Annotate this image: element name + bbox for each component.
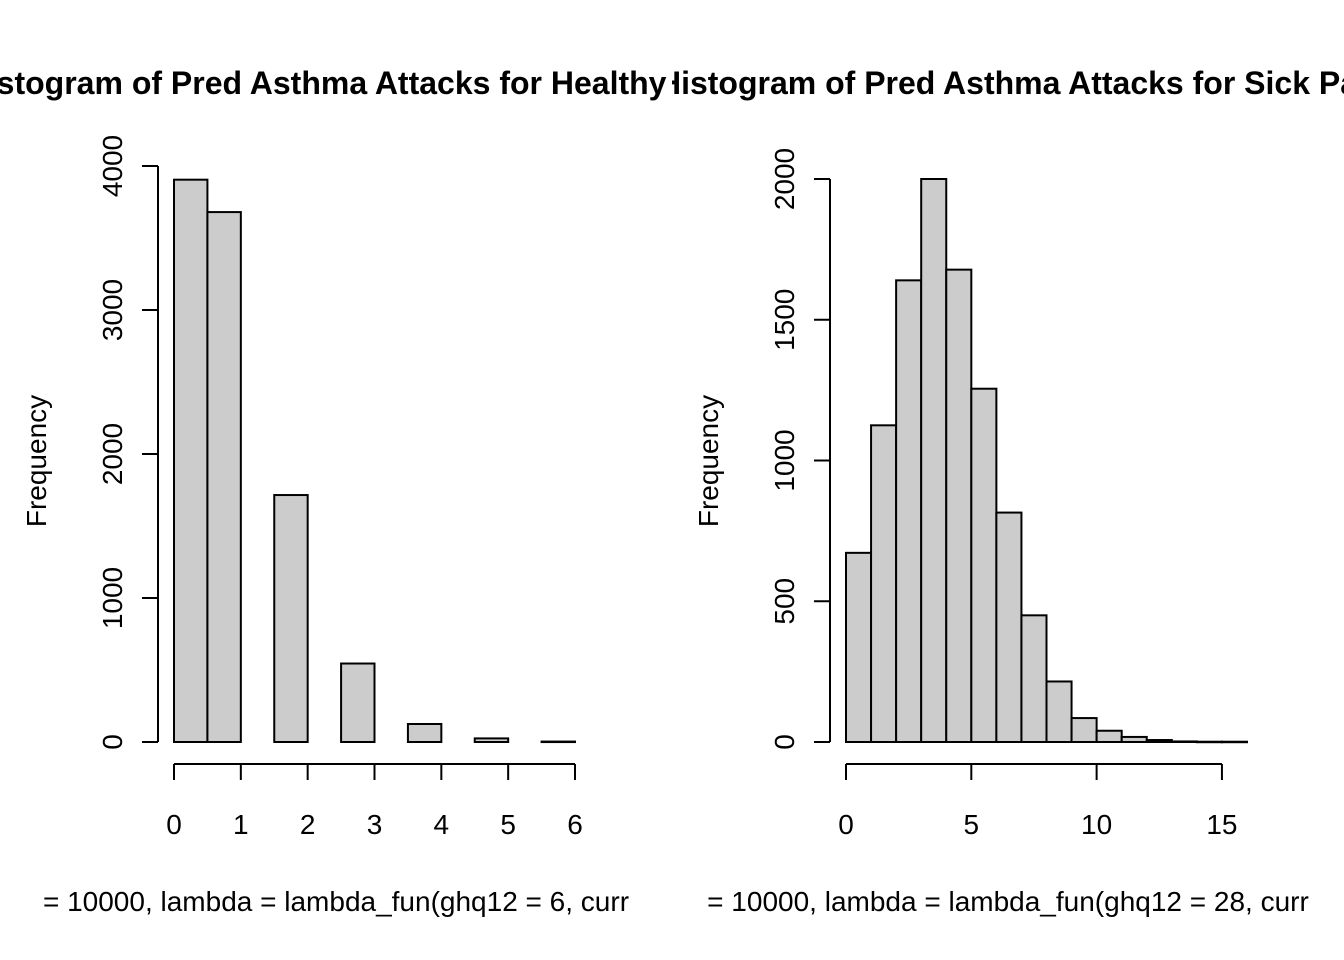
sick-y-tick-label-0: 0 [769, 734, 800, 750]
sick-histogram-bar-15 [1222, 742, 1247, 743]
sick-histogram-bar-8 [1047, 681, 1072, 742]
healthy-histogram-bar-3 [274, 495, 307, 742]
healthy-y-tick-label-2: 2000 [97, 423, 128, 485]
healthy-histogram-bar-1 [207, 212, 240, 742]
healthy-x-tick-label-3: 3 [367, 809, 383, 840]
healthy-x-axis-label: = 10000, lambda = lambda_fun(ghq12 = 6, … [43, 886, 629, 917]
sick-chart-title: Histogram of Pred Asthma Attacks for Sic… [658, 65, 1344, 101]
sick-y-tick-label-2: 1000 [769, 429, 800, 491]
sick-histogram-bar-4 [946, 270, 971, 742]
sick-histogram-bar-2 [896, 280, 921, 742]
sick-histogram-bar-10 [1097, 731, 1122, 742]
healthy-y-tick-label-4: 4000 [97, 135, 128, 197]
sick-x-axis-label: = 10000, lambda = lambda_fun(ghq12 = 28,… [707, 886, 1309, 917]
sick-histogram-panel: Histogram of Pred Asthma Attacks for Sic… [658, 65, 1344, 917]
sick-y-tick-label-3: 1500 [769, 289, 800, 351]
healthy-x-tick-label-1: 1 [233, 809, 249, 840]
healthy-x-tick-label-6: 6 [567, 809, 583, 840]
sick-histogram-bar-12 [1147, 740, 1172, 742]
sick-y-axis-label: Frequency [693, 395, 724, 527]
sick-histogram-bar-9 [1072, 718, 1097, 742]
sick-histogram-bar-11 [1122, 737, 1147, 742]
sick-histogram-bar-14 [1197, 742, 1222, 743]
sick-histogram-bar-0 [846, 553, 871, 742]
sick-histogram-bar-1 [871, 425, 896, 742]
sick-y-tick-label-1: 500 [769, 578, 800, 625]
healthy-x-tick-label-5: 5 [500, 809, 516, 840]
sick-histogram-bar-13 [1172, 741, 1197, 742]
sick-histogram-bar-3 [921, 179, 946, 742]
healthy-x-tick-label-4: 4 [434, 809, 450, 840]
healthy-histogram-bar-7 [408, 724, 441, 742]
healthy-x-tick-label-0: 0 [166, 809, 182, 840]
healthy-y-tick-label-1: 1000 [97, 567, 128, 629]
sick-x-tick-label-0: 0 [838, 809, 854, 840]
healthy-histogram-bar-9 [475, 738, 508, 742]
healthy-y-axis-label: Frequency [21, 395, 52, 527]
sick-x-tick-label-2: 10 [1081, 809, 1112, 840]
healthy-y-tick-label-0: 0 [97, 734, 128, 750]
healthy-y-tick-label-3: 3000 [97, 279, 128, 341]
sick-histogram-bar-7 [1021, 615, 1046, 742]
healthy-histogram-bar-11 [542, 742, 575, 743]
sick-histogram-bar-6 [996, 513, 1021, 742]
healthy-histogram-panel: Histogram of Pred Asthma Attacks for Hea… [0, 65, 708, 917]
sick-y-tick-label-4: 2000 [769, 148, 800, 210]
healthy-histogram-bar-5 [341, 664, 374, 742]
healthy-x-tick-label-2: 2 [300, 809, 316, 840]
sick-histogram-bar-5 [971, 389, 996, 742]
sick-x-tick-label-3: 15 [1206, 809, 1237, 840]
healthy-chart-title: Histogram of Pred Asthma Attacks for Hea… [0, 65, 708, 101]
sick-x-tick-label-1: 5 [964, 809, 980, 840]
healthy-histogram-bar-0 [174, 180, 207, 742]
